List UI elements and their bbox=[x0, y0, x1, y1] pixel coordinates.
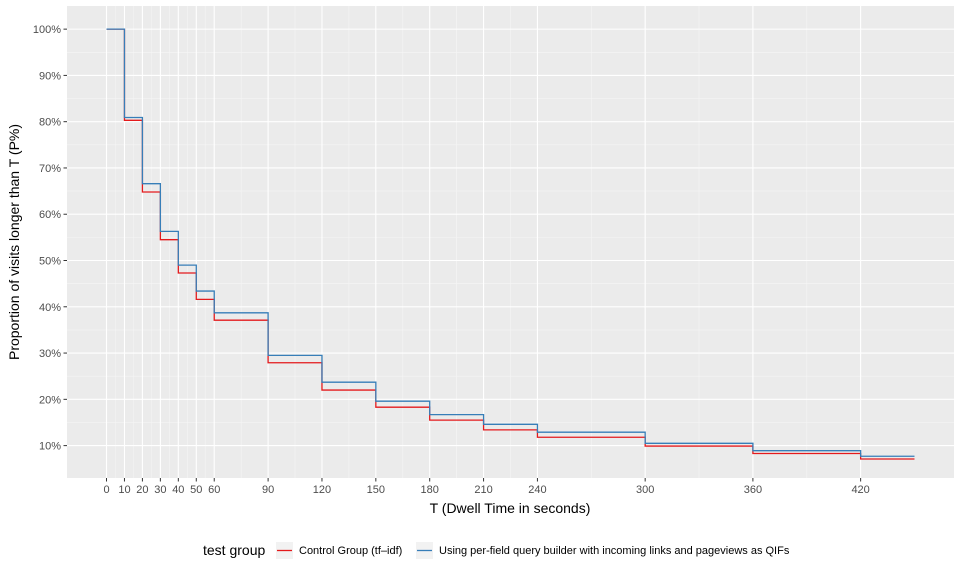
y-tick-label: 80% bbox=[39, 117, 61, 129]
x-tick-label: 300 bbox=[636, 484, 654, 496]
x-tick-label: 420 bbox=[851, 484, 869, 496]
legend-label-treatment: Using per-field query builder with incom… bbox=[439, 545, 790, 557]
x-tick-label: 10 bbox=[118, 484, 130, 496]
y-tick-label: 90% bbox=[39, 70, 61, 82]
x-tick-label: 30 bbox=[154, 484, 166, 496]
major-gridlines bbox=[67, 6, 954, 478]
legend-item-treatment: Using per-field query builder with incom… bbox=[416, 542, 790, 559]
series-layer bbox=[106, 28, 915, 460]
x-axis: 0 10 20 30 40 50 60 90 120 150 180 210 240 300 360 420 bbox=[103, 478, 870, 496]
y-tick-label: 100% bbox=[33, 24, 61, 36]
x-tick-label: 120 bbox=[313, 484, 331, 496]
x-tick-label: 90 bbox=[262, 484, 274, 496]
y-tick-label: 60% bbox=[39, 209, 61, 221]
x-tick-label: 50 bbox=[190, 484, 202, 496]
x-axis-title: T (Dwell Time in seconds) bbox=[430, 500, 591, 516]
legend: test group Control Group (tf–idf) Using … bbox=[203, 542, 790, 559]
x-tick-label: 360 bbox=[744, 484, 762, 496]
y-tick-label: 20% bbox=[39, 394, 61, 406]
y-axis-title: Proportion of visits longer than T (P%) bbox=[6, 124, 22, 360]
y-tick-label: 30% bbox=[39, 348, 61, 360]
legend-title: test group bbox=[203, 542, 265, 558]
x-tick-label: 150 bbox=[367, 484, 385, 496]
y-tick-label: 70% bbox=[39, 163, 61, 175]
x-tick-label: 20 bbox=[136, 484, 148, 496]
legend-label-control: Control Group (tf–idf) bbox=[299, 545, 402, 557]
x-tick-label: 60 bbox=[208, 484, 220, 496]
x-tick-label: 180 bbox=[421, 484, 439, 496]
y-tick-label: 50% bbox=[39, 256, 61, 268]
y-tick-label: 40% bbox=[39, 302, 61, 314]
legend-item-control: Control Group (tf–idf) bbox=[276, 542, 402, 559]
x-tick-label: 210 bbox=[474, 484, 492, 496]
x-tick-label: 240 bbox=[528, 484, 546, 496]
series-line-treatment bbox=[106, 28, 915, 457]
x-tick-label: 0 bbox=[103, 484, 109, 496]
y-tick-label: 10% bbox=[39, 441, 61, 453]
y-axis: 10% 20% 30% 40% 50% 60% 70% 80% 90% 100% bbox=[33, 24, 67, 453]
x-tick-label: 40 bbox=[172, 484, 184, 496]
